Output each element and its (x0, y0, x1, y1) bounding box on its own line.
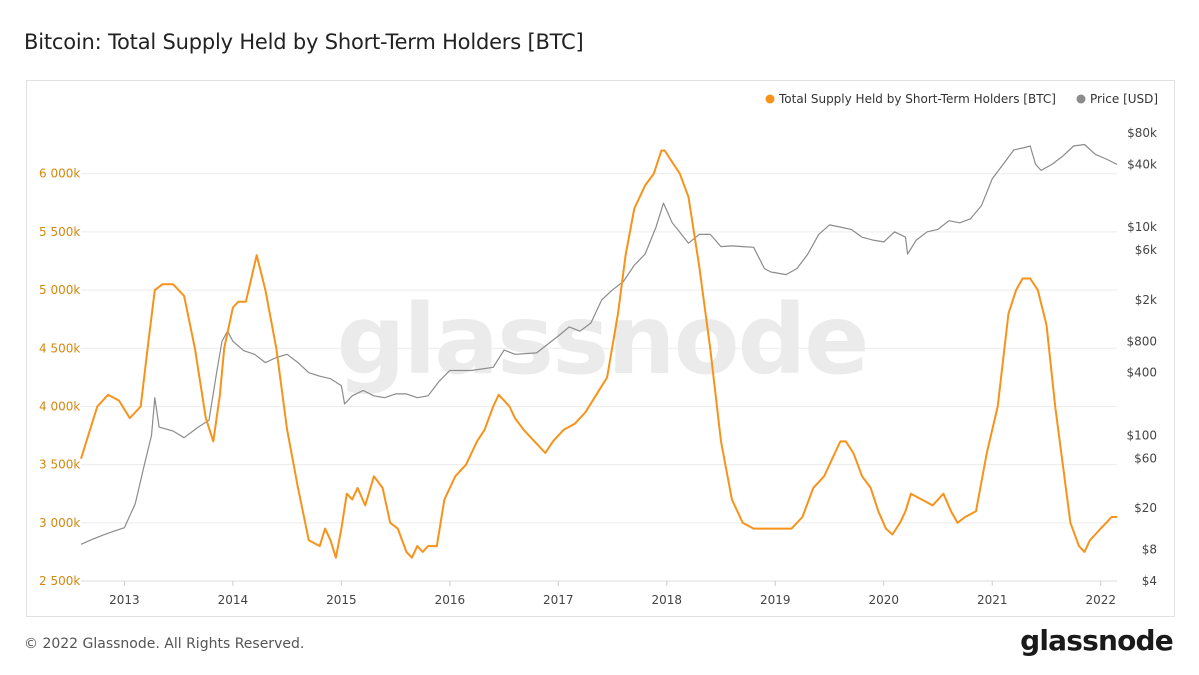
gridlines (81, 173, 1117, 582)
price-usd-line (80, 143, 1118, 545)
legend-label-price: Price [USD] (1090, 92, 1158, 106)
right-tick-label: $4 (1142, 574, 1157, 588)
brand-logo: glassnode (1020, 624, 1174, 657)
right-tick-label: $20 (1134, 501, 1157, 515)
watermark: glassnode (337, 284, 868, 396)
right-tick-label: $100 (1126, 428, 1157, 442)
x-tick-label: 2021 (977, 593, 1008, 607)
left-axis: 2 500k 3 000k 3 500k 4 000k 4 500k 5 000k 5 50… (39, 167, 80, 588)
right-tick-label: $800 (1126, 334, 1157, 348)
left-tick-label: 4 000k (39, 399, 80, 413)
chart-panel: glassnode Total Supply Held by Short-Ter… (26, 80, 1175, 617)
x-tick-label: 2018 (652, 593, 683, 607)
x-axis: 2013 2014 2015 2016 2017 2018 2019 2020 2021 2022 (81, 580, 1117, 607)
page-title: Bitcoin: Total Supply Held by Short-Term… (24, 30, 584, 54)
right-tick-label: $40k (1127, 157, 1157, 171)
right-tick-label: $8 (1142, 543, 1157, 557)
left-tick-label: 5 500k (39, 225, 80, 239)
x-tick-label: 2013 (109, 593, 140, 607)
right-tick-label: $400 (1126, 366, 1157, 380)
x-tick-label: 2020 (868, 593, 899, 607)
x-tick-label: 2016 (435, 593, 466, 607)
copyright-text: © 2022 Glassnode. All Rights Reserved. (24, 636, 305, 652)
left-tick-label: 4 500k (39, 341, 80, 355)
sth-supply-line (80, 149, 1117, 559)
legend: Total Supply Held by Short-Term Holders … (765, 92, 1158, 106)
right-tick-label: $6k (1135, 243, 1157, 257)
x-tick-label: 2014 (218, 593, 249, 607)
legend-marker-price (1076, 94, 1086, 104)
legend-marker-sth (765, 94, 775, 104)
right-axis: $4 $8 $20 $60 $100 $400 $800 $2k $6k $10k $40k $80k (1126, 126, 1157, 588)
left-tick-label: 6 000k (39, 167, 80, 181)
plot-area (80, 143, 1118, 559)
right-tick-label: $80k (1127, 126, 1157, 140)
chart: glassnode Total Supply Held by Short-Ter… (39, 92, 1158, 607)
right-tick-label: $10k (1127, 220, 1157, 234)
left-tick-label: 2 500k (39, 574, 80, 588)
x-tick-label: 2019 (760, 593, 791, 607)
x-tick-label: 2015 (326, 593, 357, 607)
left-tick-label: 3 500k (39, 458, 80, 472)
x-tick-label: 2022 (1085, 593, 1116, 607)
right-tick-label: $60 (1134, 451, 1157, 465)
left-tick-label: 3 000k (39, 516, 80, 530)
right-tick-label: $2k (1135, 293, 1157, 307)
x-tick-label: 2017 (543, 593, 574, 607)
legend-label-sth: Total Supply Held by Short-Term Holders … (778, 92, 1056, 106)
left-tick-label: 5 000k (39, 283, 80, 297)
